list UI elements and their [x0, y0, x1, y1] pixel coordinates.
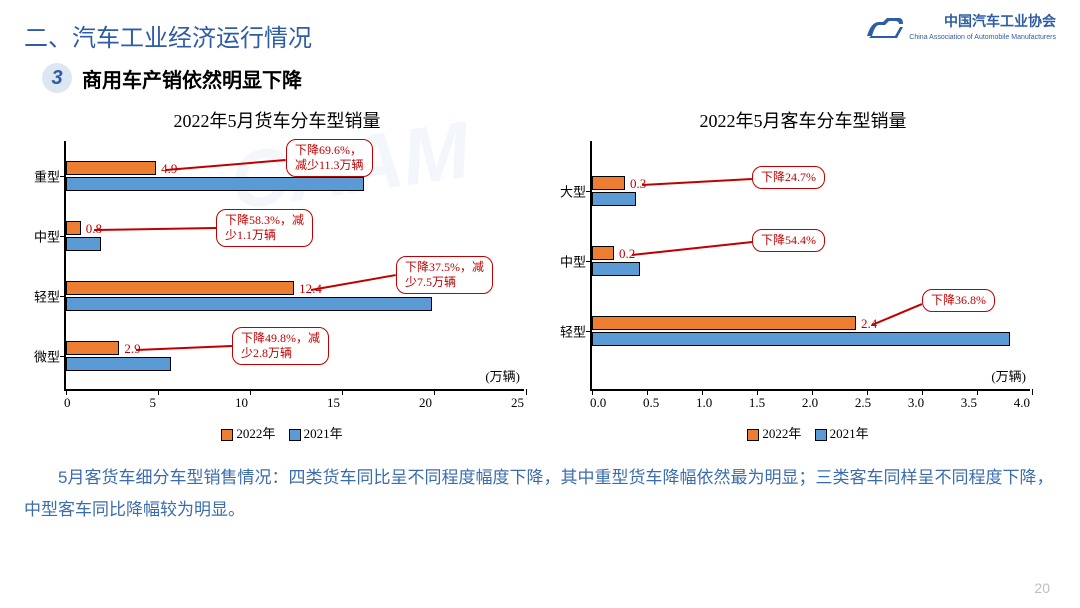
x-tick-label: 10	[235, 395, 248, 411]
legend-label-2022-b: 2022年	[762, 426, 801, 441]
callout: 下降24.7%	[752, 166, 825, 189]
truck-chart-title: 2022年5月货车分车型销量	[24, 107, 530, 133]
callout-leader	[136, 345, 232, 350]
legend-label-2021-b: 2021年	[830, 426, 869, 441]
x-tick-label: 15	[327, 395, 340, 411]
bar-2021	[592, 332, 1010, 346]
logo-title-en: China Association of Automobile Manufact…	[909, 34, 1056, 41]
bus-legend: 2022年 2021年	[550, 423, 1056, 442]
category-label: 轻型	[34, 287, 66, 306]
x-tick-label: 2.5	[855, 395, 871, 411]
callout: 下降49.8%，减少2.8万辆	[232, 327, 329, 365]
bar-2021	[592, 262, 640, 276]
x-tick-label: 1.5	[749, 395, 765, 411]
callout-leader	[311, 274, 396, 290]
truck-unit-label: (万辆)	[485, 366, 520, 385]
bar-2021	[66, 357, 171, 371]
bus-unit-label: (万辆)	[991, 366, 1026, 385]
category-label: 重型	[34, 167, 66, 186]
section-number-badge: 3	[42, 63, 72, 93]
truck-legend: 2022年 2021年	[24, 423, 530, 442]
callout: 下降37.5%，减少7.5万辆	[396, 256, 493, 294]
bar-2022	[66, 221, 81, 235]
legend-label-2021: 2021年	[304, 426, 343, 441]
category-label: 中型	[560, 252, 592, 271]
category-label: 微型	[34, 347, 66, 366]
x-tick-label: 1.0	[696, 395, 712, 411]
bus-chart: 2022年5月客车分车型销量 (万辆) 大型0.3下降24.7%中型0.2下降5…	[550, 107, 1056, 442]
category-label: 大型	[560, 182, 592, 201]
callout: 下降58.3%，减少1.1万辆	[216, 209, 313, 247]
x-tick-label: 2.0	[802, 395, 818, 411]
callout-leader	[94, 227, 216, 230]
truck-x-axis: 0 5 10 15 20 25	[64, 395, 524, 411]
category-label: 轻型	[560, 322, 592, 341]
x-tick-label: 0	[64, 395, 71, 411]
x-tick-label: 25	[511, 395, 524, 411]
bar-2022	[66, 341, 119, 355]
callout-leader	[632, 241, 752, 255]
callout-leader	[166, 159, 286, 170]
bus-x-axis: 0.0 0.5 1.0 1.5 2.0 2.5 3.0 3.5 4.0	[590, 395, 1030, 411]
logo-title-cn: 中国汽车工业协会	[944, 14, 1056, 28]
bar-2022	[592, 246, 614, 260]
legend-box-2022-b	[747, 429, 759, 441]
callout: 下降36.8%	[922, 289, 995, 312]
bar-2021	[66, 177, 364, 191]
bar-2021	[66, 237, 101, 251]
x-tick-label: 0.5	[643, 395, 659, 411]
x-tick-label: 3.0	[908, 395, 924, 411]
x-tick	[526, 389, 527, 395]
bus-chart-title: 2022年5月客车分车型销量	[550, 107, 1056, 133]
summary-text: 5月客货车细分车型销售情况：四类货车同比呈不同程度幅度下降，其中重型货车降幅依然…	[24, 462, 1056, 527]
x-tick-label: 5	[150, 395, 157, 411]
x-tick-label: 4.0	[1014, 395, 1030, 411]
truck-plot-area: (万辆) 重型4.9下降69.6%，减少11.3万辆中型0.8下降58.3%，减…	[64, 141, 524, 391]
x-tick-label: 0.0	[590, 395, 606, 411]
callout-leader	[872, 303, 923, 325]
legend-box-2022	[221, 429, 233, 441]
truck-chart: 2022年5月货车分车型销量 (万辆) 重型4.9下降69.6%，减少11.3万…	[24, 107, 530, 442]
section-title: 二、汽车工业经济运行情况	[24, 18, 312, 53]
callout: 下降54.4%	[752, 229, 825, 252]
bar-2022	[66, 281, 294, 295]
bar-2022	[592, 316, 856, 330]
legend-label-2022: 2022年	[236, 426, 275, 441]
legend-box-2021	[289, 429, 301, 441]
bar-2022	[592, 176, 625, 190]
callout-leader	[642, 178, 752, 185]
bar-2021	[66, 297, 432, 311]
legend-box-2021-b	[815, 429, 827, 441]
x-tick	[1032, 389, 1033, 395]
bus-plot-area: (万辆) 大型0.3下降24.7%中型0.2下降54.4%轻型2.4下降36.8…	[590, 141, 1030, 391]
x-tick-label: 3.5	[961, 395, 977, 411]
category-label: 中型	[34, 227, 66, 246]
bar-2022	[66, 161, 156, 175]
page-number: 20	[1034, 580, 1050, 596]
section-subtitle: 商用车产销依然明显下降	[82, 64, 302, 93]
callout: 下降69.6%，减少11.3万辆	[286, 139, 373, 177]
x-tick-label: 20	[419, 395, 432, 411]
bar-2021	[592, 192, 636, 206]
caam-logo: 中国汽车工业协会 China Association of Automobile…	[865, 14, 1056, 41]
